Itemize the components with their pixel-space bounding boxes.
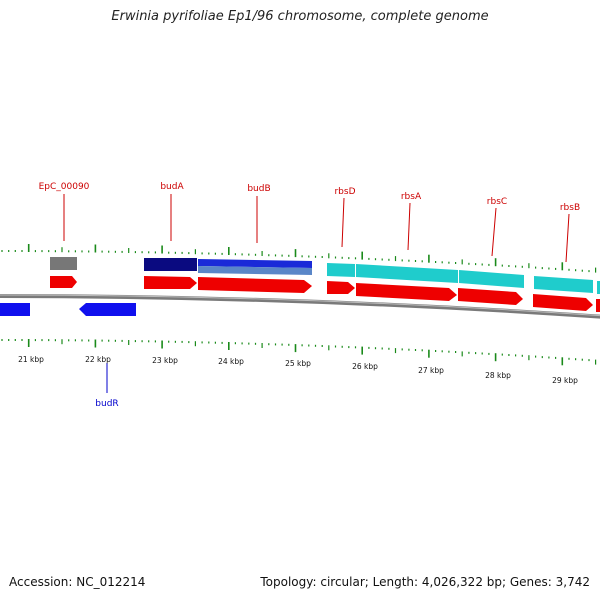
cds-budb[interactable] [198,277,312,293]
gene-label-budb[interactable]: budB [247,184,270,194]
operon-track [50,257,600,294]
upper-tick-track [1,244,597,273]
kbp-label: 25 kbp [285,359,311,368]
cds-budr[interactable] [79,303,136,316]
cds-next[interactable] [596,299,600,312]
rbs-operon-block-4[interactable] [534,276,593,293]
gene-label-rbsc[interactable]: rbsC [487,197,507,207]
kbp-label: 21 kbp [18,355,44,364]
rbs-operon-block-3[interactable] [459,270,524,288]
kbp-scale: 21 kbp 22 kbp 23 kbp 24 kbp 25 kbp 26 kb… [18,355,578,385]
cds-epc-00090[interactable] [50,276,77,288]
reverse-cds-track [0,303,136,316]
gene-label-rbsa[interactable]: rbsA [401,192,422,202]
leader-rbsd [341,197,345,248]
label-leaders [63,194,570,393]
cds-reverse-left[interactable] [0,303,30,316]
leader-rbsb [565,213,570,263]
leader-rbsc [491,207,497,257]
kbp-label: 24 kbp [218,357,244,366]
rbs-operon-block-2[interactable] [356,264,458,283]
kbp-label: 27 kbp [418,366,444,375]
accession-text: Accession: NC_012214 [9,575,146,589]
gene-label-rbsb[interactable]: rbsB [560,203,580,213]
pseudo-gene-block[interactable] [50,257,77,270]
page-title: Erwinia pyrifoliae Ep1/96 chromosome, co… [111,9,489,24]
kbp-label: 23 kbp [152,356,178,365]
chromosome-backbone-highlight [0,294,600,317]
gene-label-epc-00090[interactable]: EpC_00090 [39,182,90,192]
cds-rbsd[interactable] [327,281,355,294]
gene-label-buda[interactable]: budA [160,182,184,192]
leader-rbsa [407,202,411,251]
lower-tick-track [1,339,597,366]
gene-labels: EpC_00090 budA budB rbsD rbsA rbsC rbsB … [39,182,581,409]
cds-buda[interactable] [144,276,197,289]
topology-summary-text: Topology: circular; Length: 4,026,322 bp… [260,575,590,589]
gene-label-budr[interactable]: budR [95,399,118,409]
cds-rbsc[interactable] [458,288,523,305]
bud-operon-blue-block[interactable] [198,259,312,268]
cds-rbsa[interactable] [356,283,457,301]
cds-rbsb[interactable] [533,294,593,311]
forward-cds-track [50,276,600,312]
gene-label-rbsd[interactable]: rbsD [334,187,355,197]
kbp-label: 29 kbp [552,376,578,385]
bud-operon-light-block [198,266,312,275]
chromosome-backbone [0,294,600,319]
rbs-operon-block-1[interactable] [327,263,355,277]
kbp-label: 22 kbp [85,355,111,364]
bud-operon-dark-block[interactable] [144,258,197,271]
kbp-label: 28 kbp [485,371,511,380]
kbp-label: 26 kbp [352,362,378,371]
rbs-operon-block-5[interactable] [597,281,600,294]
